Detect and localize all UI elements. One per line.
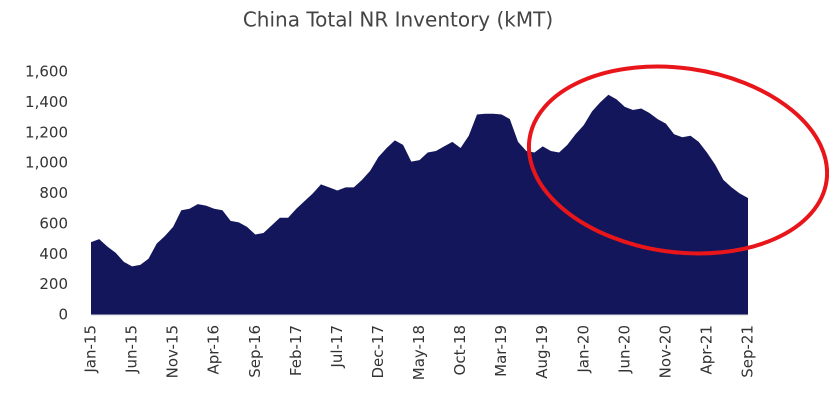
y-tick-label: 800 bbox=[39, 184, 68, 202]
x-tick-label: Dec-17 bbox=[369, 325, 387, 379]
x-tick-label: Mar-19 bbox=[492, 325, 510, 377]
y-tick-label: 1,200 bbox=[25, 123, 68, 141]
x-tick-label: Nov-20 bbox=[656, 325, 674, 378]
area bbox=[91, 94, 748, 315]
x-tick-label: May-18 bbox=[410, 325, 428, 380]
x-tick-label: Oct-18 bbox=[451, 325, 469, 375]
highlight-ellipse bbox=[526, 64, 829, 256]
plot-area: 0 200 400 600 800 1,000 1,200 1,400 1,600 Jan-15 J… bbox=[25, 63, 756, 381]
x-tick-label: Nov-15 bbox=[164, 325, 182, 378]
x-tick-label: Sep-21 bbox=[739, 325, 757, 378]
x-tick-label: Apr-16 bbox=[205, 325, 223, 375]
x-tick-label: Apr-21 bbox=[697, 325, 715, 375]
x-tick-label: Jan-15 bbox=[82, 325, 100, 374]
y-tick-label: 1,000 bbox=[25, 154, 68, 172]
y-tick-label: 0 bbox=[58, 306, 68, 324]
x-tick-label: Jun-15 bbox=[123, 325, 141, 374]
x-tick-label: Jul-17 bbox=[328, 325, 346, 369]
chart-title: China Total NR Inventory (kMT) bbox=[243, 8, 553, 32]
y-tick-label: 1,600 bbox=[25, 63, 68, 81]
x-tick-label: Jan-20 bbox=[574, 325, 592, 374]
y-tick-label: 200 bbox=[39, 275, 68, 293]
y-tick-label: 1,400 bbox=[25, 93, 68, 111]
y-tick-label: 600 bbox=[39, 214, 68, 232]
x-tick-label: Jun-20 bbox=[615, 325, 633, 374]
y-tick-label: 400 bbox=[39, 245, 68, 263]
x-tick-label: Aug-19 bbox=[533, 325, 551, 379]
x-tick-label: Feb-17 bbox=[287, 325, 305, 376]
x-tick-label: Sep-16 bbox=[246, 325, 264, 378]
